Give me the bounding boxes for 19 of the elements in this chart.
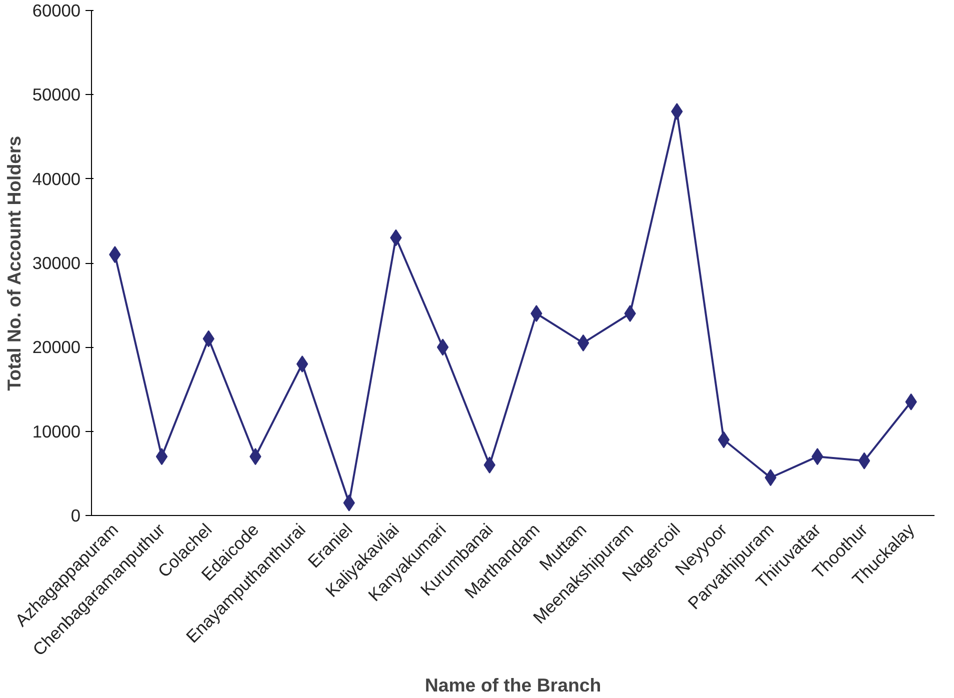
y-tick-label: 0 bbox=[70, 506, 81, 526]
point bbox=[624, 305, 636, 322]
point bbox=[530, 305, 542, 322]
point bbox=[436, 338, 449, 356]
point bbox=[858, 452, 870, 470]
point bbox=[296, 356, 308, 372]
point bbox=[718, 431, 730, 448]
y-tick-label: 40000 bbox=[32, 168, 80, 189]
x-axis-title: Name of the Branch bbox=[424, 674, 602, 696]
point bbox=[156, 448, 168, 466]
y-tick-label: 30000 bbox=[32, 253, 80, 273]
y-tick-label: 60000 bbox=[32, 0, 80, 20]
y-tick-label: 50000 bbox=[32, 84, 80, 105]
point bbox=[577, 334, 590, 352]
y-axis-title: Total No. of Account Holders bbox=[3, 136, 24, 391]
y-tick-label: 20000 bbox=[32, 337, 80, 358]
point bbox=[671, 103, 683, 120]
y-tick-label: 10000 bbox=[32, 421, 80, 442]
point bbox=[484, 456, 496, 474]
